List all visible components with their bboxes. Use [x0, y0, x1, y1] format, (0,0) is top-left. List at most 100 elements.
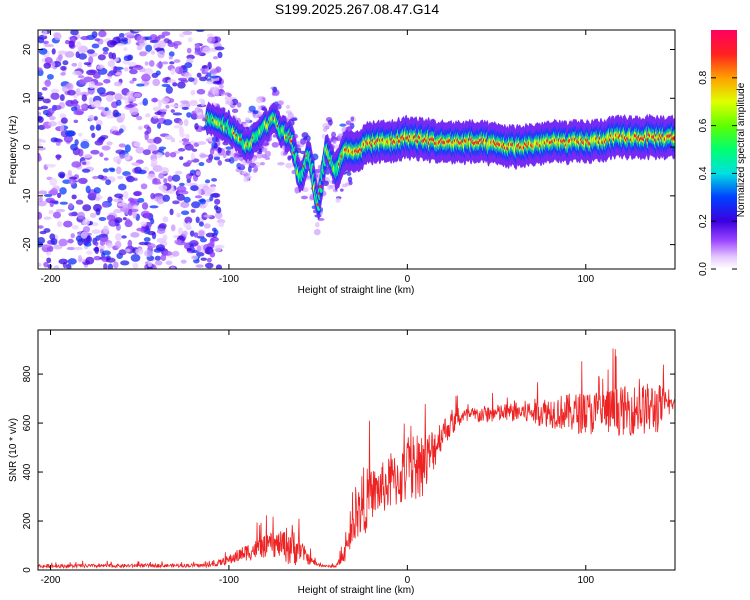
noise-cell — [114, 112, 122, 117]
noise-cell — [153, 136, 162, 144]
noise-cell — [180, 210, 190, 216]
y-tick-label: 20 — [22, 44, 33, 56]
noise-cell — [106, 114, 115, 119]
noise-cell — [105, 257, 116, 263]
noise-cell — [135, 248, 144, 255]
noise-cell — [144, 61, 149, 66]
noise-cell — [195, 171, 201, 176]
noise-cell — [136, 83, 145, 87]
noise-cell — [59, 187, 67, 195]
noise-cell — [80, 104, 87, 109]
noise-cell — [89, 212, 97, 218]
noise-cell — [180, 201, 190, 209]
noise-cell — [98, 30, 107, 38]
noise-cell — [203, 214, 212, 218]
noise-cell — [211, 177, 218, 182]
noise-cell — [38, 153, 41, 162]
noise-cell — [154, 255, 161, 261]
noise-cell — [176, 193, 185, 201]
noise-cell — [345, 120, 352, 126]
noise-cell — [204, 187, 213, 195]
noise-cell — [53, 105, 62, 111]
x-tick-label: 100 — [577, 274, 594, 285]
noise-cell — [57, 50, 68, 55]
noise-cell — [129, 107, 139, 116]
noise-cell — [151, 72, 159, 79]
noise-cell — [209, 240, 215, 248]
noise-cell — [179, 182, 185, 187]
noise-cell — [93, 187, 101, 194]
noise-cell — [124, 144, 131, 153]
noise-cell — [103, 263, 108, 269]
noise-cell — [157, 40, 166, 49]
noise-cell — [120, 112, 126, 121]
y-tick-label: 800 — [22, 365, 33, 382]
noise-cell — [340, 188, 344, 192]
noise-cell — [82, 161, 87, 165]
noise-cell — [186, 222, 191, 229]
noise-cell — [102, 51, 109, 55]
colorbar-tick-label: 0.4 — [698, 166, 709, 180]
noise-cell — [173, 43, 179, 49]
noise-cell — [115, 99, 122, 106]
noise-cell — [244, 117, 251, 124]
noise-cell — [113, 261, 119, 269]
noise-cell — [217, 147, 222, 154]
noise-cell — [162, 216, 169, 223]
noise-cell — [300, 195, 308, 200]
noise-cell — [173, 235, 179, 239]
noise-cell — [60, 117, 68, 124]
noise-cell — [59, 124, 65, 132]
noise-cell — [90, 149, 100, 155]
noise-cell — [123, 67, 129, 72]
noise-cell — [186, 112, 192, 118]
spectrogram-y-ticks: -20 -10 0 10 20 — [22, 44, 675, 252]
colorbar-label: Normalized spectral amplitude — [736, 82, 747, 217]
noise-cell — [140, 183, 148, 190]
noise-cell — [57, 171, 66, 178]
noise-cell — [117, 183, 127, 191]
noise-cell — [163, 177, 168, 184]
noise-cell — [136, 45, 143, 51]
noise-cell — [285, 162, 293, 169]
noise-cell — [42, 40, 50, 45]
noise-cell — [108, 51, 114, 59]
noise-cell — [71, 161, 82, 168]
noise-cell — [179, 100, 190, 104]
noise-cell — [137, 169, 147, 174]
noise-cell — [172, 200, 180, 205]
noise-cell — [130, 232, 140, 238]
noise-cell — [214, 245, 222, 252]
noise-cell — [71, 225, 79, 230]
noise-cell — [158, 146, 167, 150]
noise-cell — [197, 141, 207, 145]
noise-cell — [184, 62, 193, 69]
noise-cell — [335, 197, 341, 203]
noise-cell — [167, 175, 173, 182]
spectrogram-x-label: Height of straight line (km) — [298, 285, 415, 296]
noise-cell — [97, 245, 106, 250]
noise-cell — [114, 217, 123, 224]
noise-cell — [225, 146, 233, 150]
noise-cell — [189, 101, 198, 107]
y-tick-label: -20 — [22, 237, 33, 252]
noise-cell — [156, 152, 163, 159]
noise-cell — [156, 122, 162, 129]
noise-cell — [185, 133, 190, 140]
noise-cell — [150, 97, 159, 103]
noise-cell — [74, 246, 83, 251]
noise-cell — [170, 104, 179, 108]
noise-cell — [151, 264, 157, 269]
noise-cell — [92, 203, 102, 212]
noise-cell — [191, 201, 201, 209]
noise-cell — [75, 88, 81, 96]
noise-cell — [339, 123, 347, 127]
noise-cell — [231, 108, 239, 114]
noise-cell — [123, 55, 132, 62]
noise-cell — [314, 222, 320, 228]
noise-cell — [146, 126, 152, 135]
noise-cell — [212, 55, 219, 60]
x-tick-label: 100 — [577, 575, 594, 586]
colorbar-ticks: 0.0 0.2 0.4 0.6 0.8 — [698, 70, 737, 276]
noise-cell — [186, 247, 192, 252]
